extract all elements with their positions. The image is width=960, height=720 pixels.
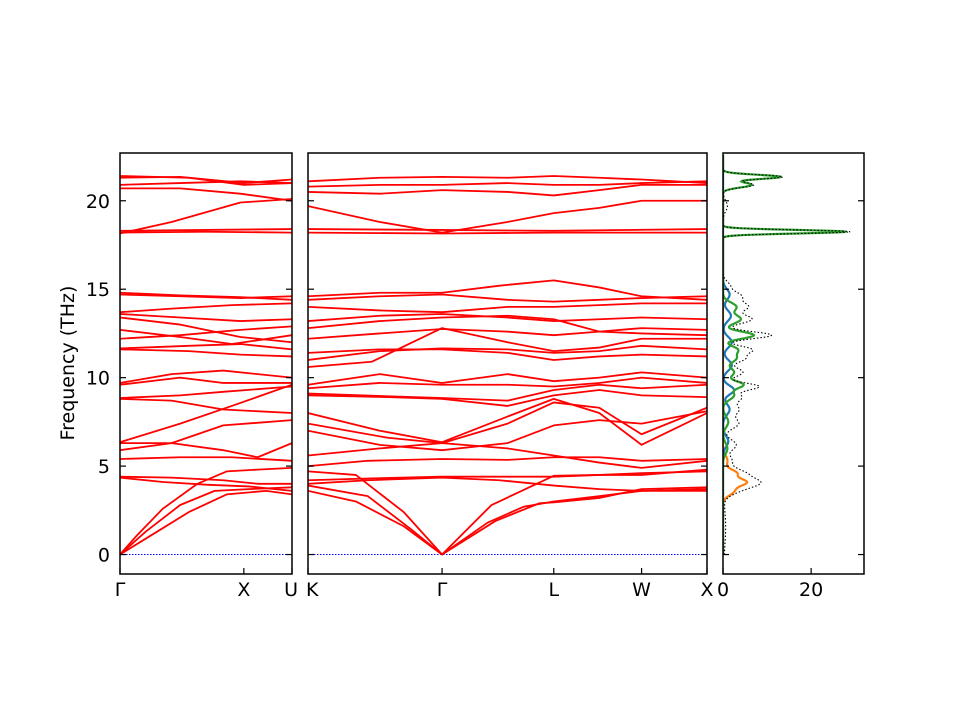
y-tick-label: 10 <box>86 368 110 390</box>
phonon-band <box>120 476 292 492</box>
phonon-band <box>120 348 292 358</box>
phonon-band <box>120 376 292 386</box>
phonon-band <box>308 488 707 556</box>
dos-curve-pdos-3 <box>723 154 847 555</box>
phonon-band <box>120 230 292 234</box>
phonon-band <box>308 371 707 386</box>
x-tick-label: X <box>700 579 713 601</box>
dos-curve-pdos-1 <box>723 154 736 555</box>
phonon-band <box>308 401 707 444</box>
x-tick-label: L <box>548 579 559 601</box>
phonon-band <box>120 475 292 485</box>
x-tick-label: X <box>237 579 250 601</box>
panel-frame-2 <box>722 152 865 575</box>
phonon-band <box>120 397 292 414</box>
phonon-band <box>120 383 292 444</box>
dos-curve-pdos-2 <box>723 154 749 555</box>
phonon-band <box>308 327 707 340</box>
phonon-band <box>120 325 292 340</box>
y-tick-label: 20 <box>86 191 110 213</box>
phonon-band <box>120 369 292 384</box>
dos-panel <box>723 154 851 555</box>
phonon-band <box>308 199 707 234</box>
y-tick-label: 15 <box>86 279 110 301</box>
phonon-band <box>308 484 707 556</box>
y-tick-label: 5 <box>98 456 110 478</box>
phonon-band <box>308 476 707 492</box>
phonon-band <box>120 419 292 452</box>
band-panel-k-gamma-l-w-x <box>308 175 707 556</box>
phonon-band <box>120 343 292 351</box>
phonon-band <box>120 456 292 462</box>
phonon-band <box>308 468 707 556</box>
phonon-band <box>308 389 707 407</box>
phonon-band <box>120 175 292 186</box>
panel-frame-0 <box>119 152 293 575</box>
x-tick-label: W <box>632 579 651 601</box>
x-tick-label: U <box>284 579 298 601</box>
phonon-band <box>308 313 707 322</box>
phonon-band <box>120 187 292 202</box>
phonon-band <box>120 486 292 556</box>
x-tick-label: Γ <box>437 579 448 601</box>
phonon-band <box>308 470 707 482</box>
phonon-band <box>308 183 707 197</box>
phonon-band <box>308 442 707 469</box>
phonon-band <box>120 302 292 314</box>
phonon-band <box>308 397 707 446</box>
phonon-band <box>120 489 292 556</box>
phonon-band <box>308 383 707 402</box>
phonon-band <box>308 376 707 390</box>
phonon-band <box>120 291 292 301</box>
dos-x-tick-label: 20 <box>799 579 823 601</box>
phonon-band <box>308 348 707 361</box>
phonon-band <box>308 175 707 184</box>
phonon-band <box>308 344 707 361</box>
phonon-band <box>120 198 292 235</box>
phonon-band <box>308 228 707 232</box>
phonon-band <box>308 302 707 314</box>
phonon-band <box>120 313 292 322</box>
panel-frame-1 <box>307 152 708 575</box>
phonon-band <box>308 327 707 368</box>
x-tick-label: K <box>306 579 319 601</box>
phonon-band <box>308 180 707 188</box>
phonon-band <box>308 410 707 452</box>
dos-x-tick-label: 0 <box>717 579 729 601</box>
phonon-band <box>308 456 707 467</box>
phonon-band <box>120 442 292 459</box>
y-axis-label: Frequency (THz) <box>57 286 79 441</box>
phonon-band <box>120 385 292 399</box>
phonon-band <box>308 293 707 303</box>
band-panel-gamma-x-u <box>120 175 292 556</box>
phonon-band <box>120 228 292 232</box>
phonon-band <box>308 314 707 337</box>
dos-curve-total <box>723 154 851 555</box>
x-tick-label: Γ <box>115 579 126 601</box>
y-tick-label: 0 <box>98 545 110 567</box>
phonon-band <box>308 231 707 235</box>
phonon-band <box>120 316 292 344</box>
phonon-band <box>308 279 707 301</box>
